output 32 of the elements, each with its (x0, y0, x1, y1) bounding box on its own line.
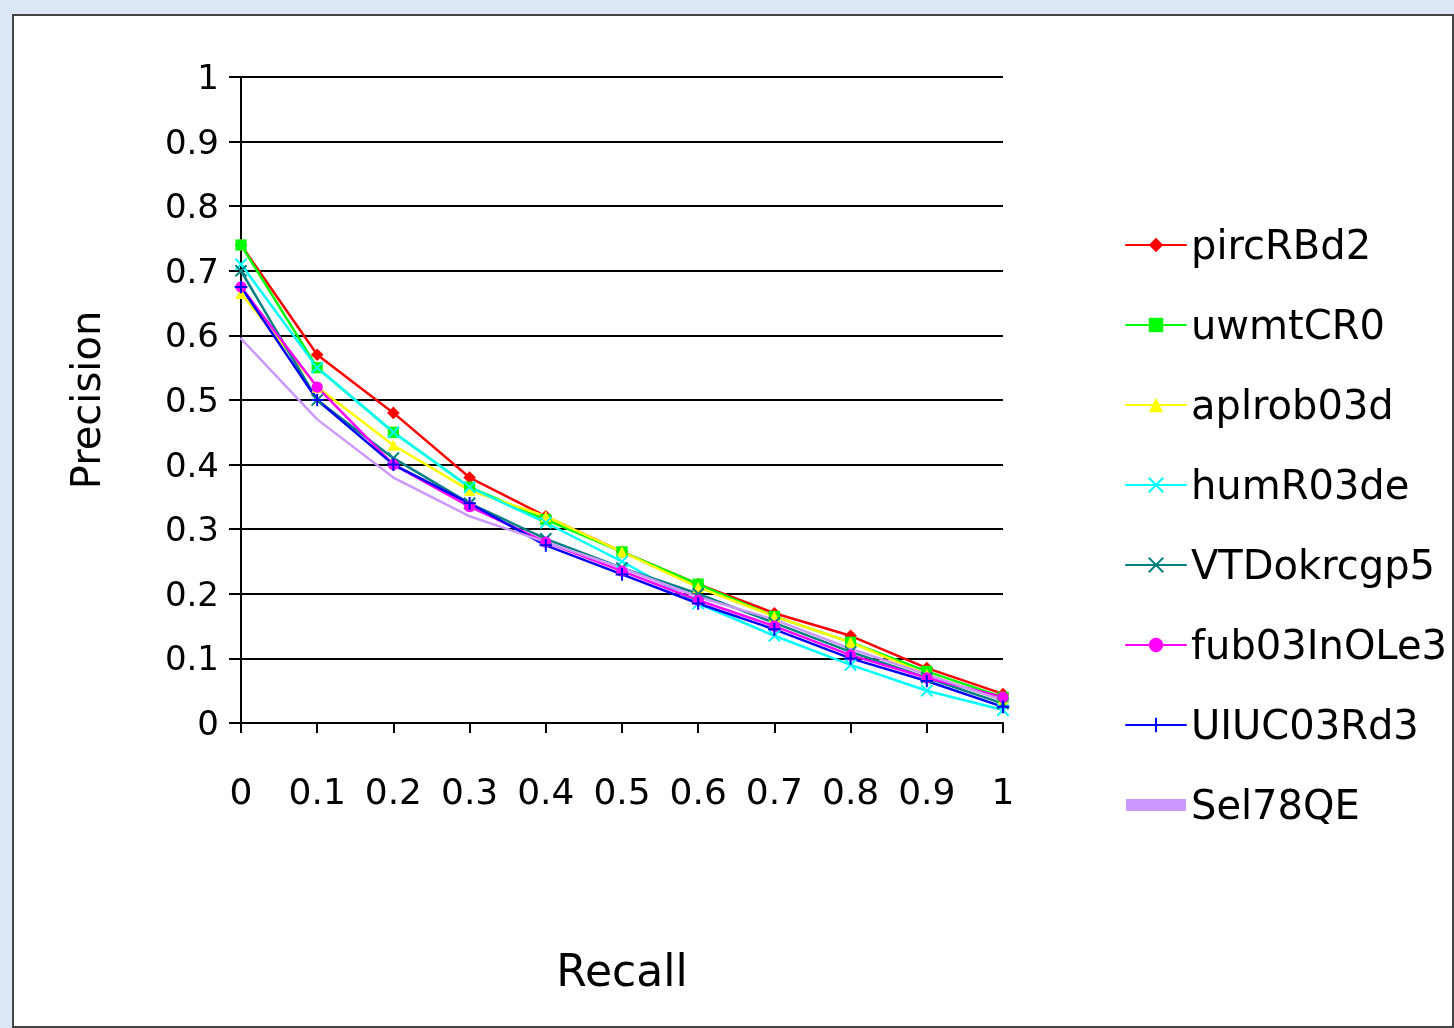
y-tick-label: 0.7 (164, 250, 219, 291)
y-tick-label: 0.1 (164, 638, 219, 679)
x-tick-label: 0.7 (745, 770, 804, 812)
y-tick-label: 0.2 (164, 573, 219, 614)
x-tick-label: 0.2 (364, 770, 423, 812)
legend-label: uwmtCR0 (1191, 302, 1385, 348)
x-tick-label: 0 (229, 770, 253, 812)
x-tick-label: 0.5 (593, 770, 651, 812)
legend-label: VTDokrcgp5 (1191, 542, 1436, 588)
x-tick-label: 0.3 (440, 770, 499, 812)
y-tick-label: 0.4 (164, 444, 219, 485)
legend-label: aplrob03d (1191, 382, 1394, 428)
x-tick-label: 0.6 (669, 770, 727, 812)
legend-label: humR03de (1191, 462, 1410, 508)
x-tick-label: 0.9 (898, 770, 956, 812)
x-axis-title: Recall (556, 944, 688, 996)
legend-label: UIUC03Rd3 (1191, 702, 1419, 748)
y-tick-label: 0.8 (164, 186, 219, 227)
y-tick-label: 0.5 (164, 380, 219, 420)
y-tick-label: 0.9 (164, 121, 219, 162)
y-tick-label: 0.6 (164, 315, 219, 356)
legend-label: Sel78QE (1191, 782, 1360, 828)
x-tick-label: 1 (991, 770, 1015, 812)
x-tick-label: 0.4 (517, 770, 575, 812)
legend-label: fub03InOLe3 (1191, 622, 1447, 668)
y-tick-label: 1 (197, 57, 219, 97)
legend-label: pircRBd2 (1191, 222, 1372, 268)
y-tick-label: 0.3 (164, 509, 219, 550)
y-axis-title: Precision (63, 310, 109, 490)
x-tick-label: 0.8 (821, 770, 880, 812)
x-tick-label: 0.1 (288, 770, 346, 812)
y-tick-label: 0 (197, 703, 219, 743)
